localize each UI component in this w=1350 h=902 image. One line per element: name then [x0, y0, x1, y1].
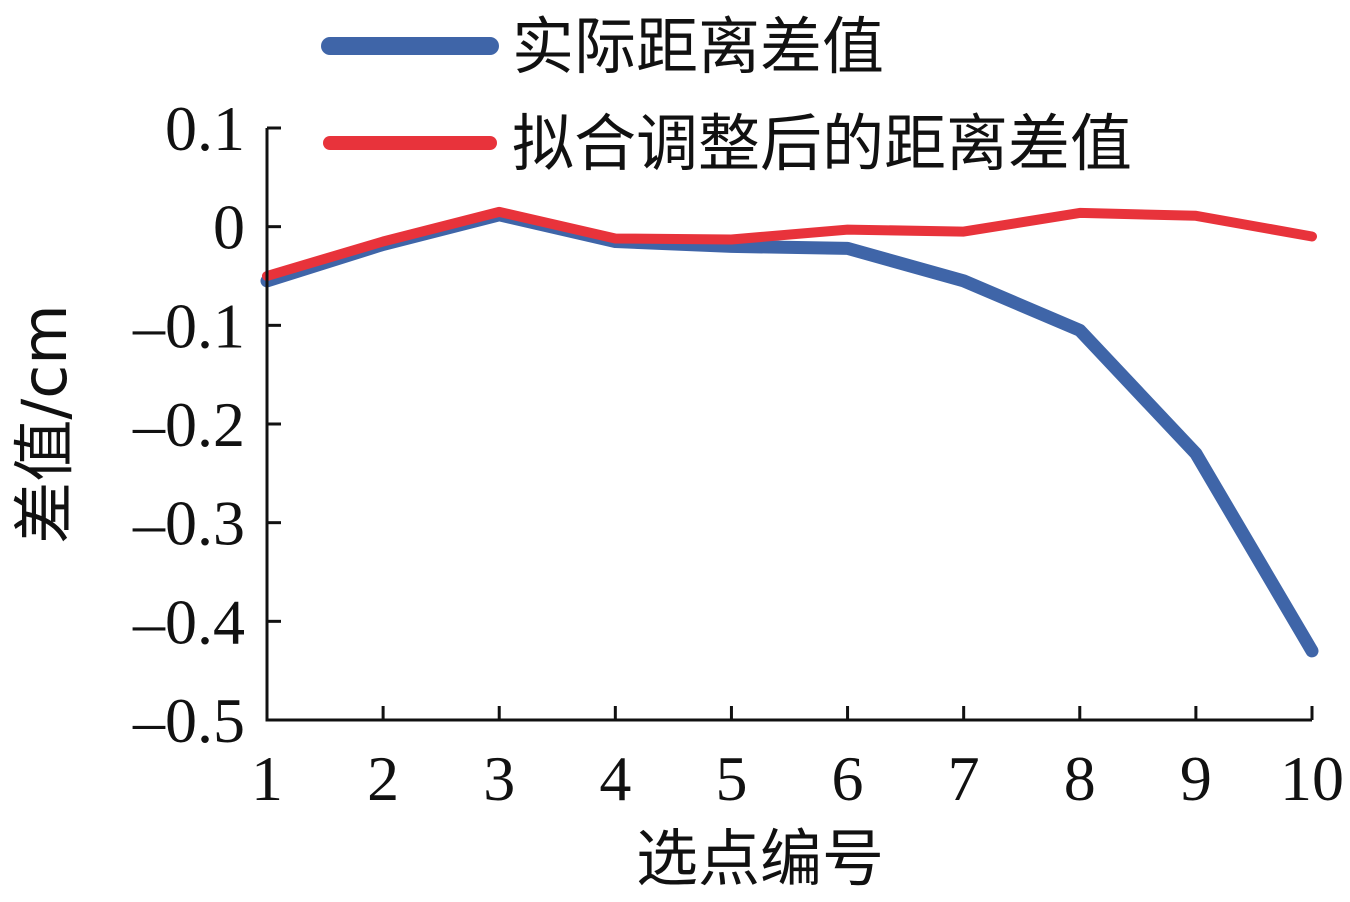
x-tick-label: 7 [948, 743, 980, 814]
series-layer [260, 206, 1319, 658]
x-axis-title: 选点编号 [636, 822, 884, 895]
y-tick-label: 0 [213, 192, 245, 263]
y-tick-label: –0.4 [132, 586, 245, 657]
x-axis-ticks: 1 2 3 4 5 6 7 8 9 10 [251, 706, 1344, 814]
series-line-2 [262, 206, 1317, 281]
legend-label-1: 实际距离差值 [512, 10, 884, 83]
x-tick-label: 1 [251, 743, 283, 814]
x-tick-label: 5 [715, 743, 747, 814]
y-tick-label: –0.3 [132, 488, 245, 559]
x-tick-label: 4 [599, 743, 631, 814]
y-axis-title: 差值/cm [8, 304, 81, 543]
y-tick-label: –0.5 [132, 685, 245, 756]
x-tick-label: 10 [1280, 743, 1344, 814]
x-tick-label: 2 [367, 743, 399, 814]
series-line-1 [260, 208, 1319, 658]
x-tick-label: 3 [483, 743, 515, 814]
x-tick-label: 8 [1064, 743, 1096, 814]
axes [265, 128, 1312, 722]
y-tick-label: –0.1 [132, 290, 245, 361]
y-tick-label: 0.1 [165, 93, 245, 164]
x-tick-label: 9 [1180, 743, 1212, 814]
x-tick-label: 6 [832, 743, 864, 814]
y-tick-label: –0.2 [132, 389, 245, 460]
y-axis-ticks: 0.1 0 –0.1 –0.2 –0.3 –0.4 –0.5 [132, 93, 281, 756]
legend-label-2: 拟合调整后的距离差值 [512, 107, 1132, 180]
